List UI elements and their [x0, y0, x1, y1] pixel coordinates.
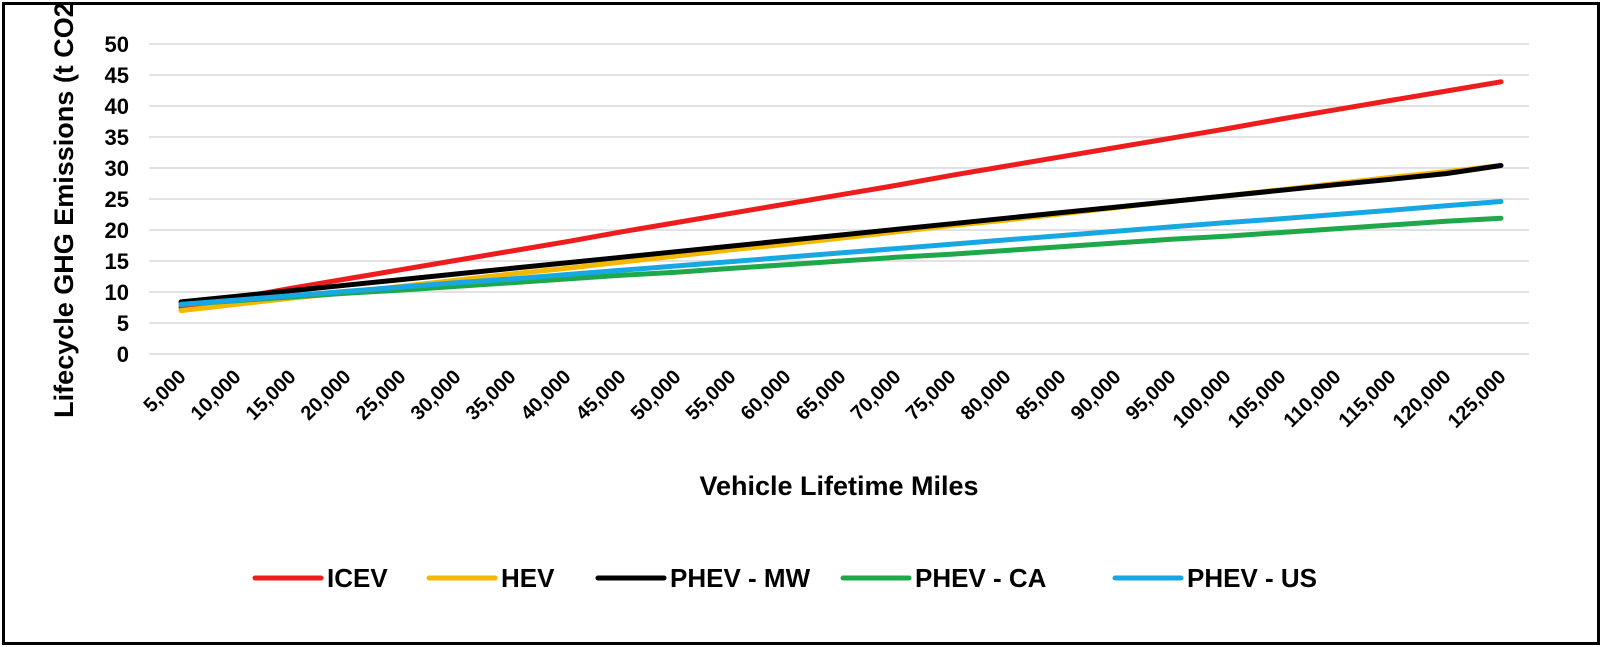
y-tick-label: 20	[105, 218, 129, 243]
y-tick-label: 50	[105, 32, 129, 57]
series-line-icev	[178, 79, 1504, 310]
x-tick-label: 30,000	[407, 366, 466, 425]
x-tick-label: 15,000	[242, 366, 301, 425]
legend-item-hev: HEV	[426, 563, 555, 593]
y-axis-title: Lifecycle GHG Emissions (t CO2e)	[49, 5, 79, 418]
series-line-phev-us	[178, 199, 1504, 307]
x-tick-label: 115,000	[1335, 366, 1401, 432]
y-tick-label: 45	[105, 63, 129, 88]
x-tick-label: 50,000	[627, 366, 686, 425]
y-tick-label: 25	[105, 187, 129, 212]
y-tick-label: 10	[105, 280, 129, 305]
x-tick-label: 80,000	[957, 366, 1016, 425]
x-tick-label: 25,000	[352, 366, 411, 425]
y-tick-label: 40	[105, 94, 129, 119]
y-tick-label: 30	[105, 156, 129, 181]
x-tick-label: 85,000	[1012, 366, 1071, 425]
series-lines	[178, 79, 1504, 314]
y-tick-label: 5	[117, 311, 129, 336]
x-tick-label: 110,000	[1280, 366, 1346, 432]
x-tick-label: 125,000	[1444, 366, 1511, 433]
series-line-phev-ca	[178, 215, 1504, 307]
legend-label: PHEV - US	[1187, 563, 1317, 593]
x-tick-label: 65,000	[792, 366, 851, 425]
x-tick-label: 105,000	[1224, 366, 1291, 433]
x-axis-ticks: 5,00010,00015,00020,00025,00030,00035,00…	[140, 366, 1511, 433]
legend-label: ICEV	[327, 563, 388, 593]
x-tick-label: 40,000	[517, 366, 576, 425]
x-tick-label: 10,000	[187, 366, 246, 425]
x-tick-label: 45,000	[572, 366, 631, 425]
gridlines	[149, 43, 1529, 355]
legend-item-phev-ca: PHEV - CA	[840, 563, 1047, 593]
legend-label: HEV	[501, 563, 555, 593]
x-tick-label: 5,000	[140, 366, 191, 417]
x-axis-title: Vehicle Lifetime Miles	[699, 471, 978, 501]
legend-item-phev-mw: PHEV - MW	[595, 563, 811, 593]
series-line-phev-mw	[178, 163, 1504, 305]
legend-label: PHEV - CA	[915, 563, 1047, 593]
x-tick-label: 60,000	[737, 366, 796, 425]
x-tick-label: 75,000	[902, 366, 961, 425]
legend-item-phev-us: PHEV - US	[1112, 563, 1317, 593]
y-tick-label: 0	[117, 342, 129, 367]
y-axis-ticks: 0 5 10 15 20 25 30 35 40 45 50	[105, 32, 129, 367]
line-chart: 0 5 10 15 20 25 30 35 40 45 50 5,00010,00015,00020…	[49, 0, 1529, 593]
legend-label: PHEV - MW	[670, 563, 811, 593]
x-tick-label: 100,000	[1169, 366, 1236, 433]
y-tick-label: 15	[105, 249, 129, 274]
legend: ICEV HEV PHEV - MW PHEV - CA PHEV - US	[252, 563, 1317, 593]
x-tick-label: 55,000	[682, 366, 741, 425]
y-tick-label: 35	[105, 125, 129, 150]
legend-item-icev: ICEV	[252, 563, 388, 593]
x-tick-label: 90,000	[1067, 366, 1126, 425]
x-tick-label: 120,000	[1389, 366, 1456, 433]
x-tick-label: 20,000	[297, 366, 356, 425]
x-tick-label: 70,000	[847, 366, 906, 425]
x-tick-label: 35,000	[462, 366, 521, 425]
